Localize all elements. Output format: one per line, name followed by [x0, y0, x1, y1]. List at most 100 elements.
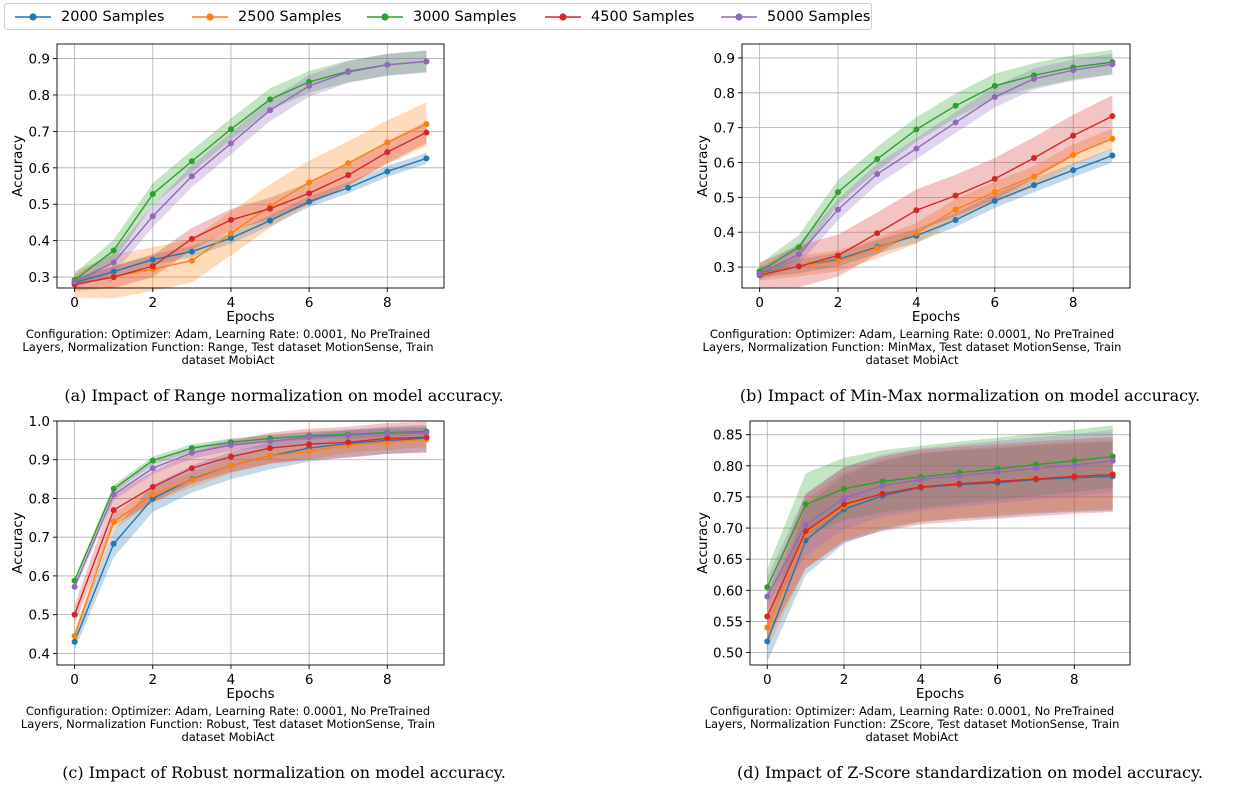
data-point [188, 445, 195, 452]
legend-label: 5000 Samples [767, 9, 871, 25]
data-point [879, 490, 886, 497]
data-point [71, 278, 78, 285]
y-tick-label: 0.9 [29, 52, 50, 68]
y-tick-label: 0.80 [713, 459, 743, 475]
data-point [227, 140, 234, 147]
data-point [149, 213, 156, 220]
series-line [73, 431, 427, 588]
x-tick-label: 8 [383, 295, 392, 311]
data-point [1071, 457, 1078, 464]
data-point [841, 485, 848, 492]
series-line [766, 460, 1113, 597]
legend-swatch [15, 13, 51, 21]
data-point [1030, 154, 1037, 161]
figure-caption: (b) Impact of Min-Max normalization on m… [739, 386, 1201, 405]
data-point [423, 129, 430, 136]
x-tick-label: 2 [148, 672, 157, 688]
data-point [952, 217, 959, 224]
configuration-note: Configuration: Optimizer: Adam, Learning… [20, 704, 436, 744]
data-point [802, 521, 809, 528]
data-point [913, 230, 920, 237]
y-tick-label: 0.3 [29, 270, 50, 286]
confidence-band [74, 431, 427, 641]
data-point [188, 449, 195, 456]
y-tick-label: 0.70 [713, 521, 743, 537]
data-point [267, 438, 274, 445]
data-point [764, 593, 771, 600]
data-point [913, 207, 920, 214]
data-point [764, 584, 771, 591]
data-point [835, 189, 842, 196]
data-point [795, 244, 802, 251]
data-point [345, 184, 352, 191]
data-point [956, 480, 963, 487]
data-point [267, 452, 274, 459]
data-point [764, 638, 771, 645]
data-point [879, 478, 886, 485]
legend-swatch [367, 13, 403, 21]
x-tick-label: 4 [917, 672, 926, 688]
x-tick-label: 0 [70, 672, 79, 688]
data-point [874, 156, 881, 163]
y-tick-label: 0.3 [714, 260, 735, 276]
data-point [188, 235, 195, 242]
y-tick-label: 0.75 [713, 490, 743, 506]
series-line [766, 473, 1113, 617]
configuration-note: Configuration: Optimizer: Adam, Learning… [22, 327, 434, 367]
data-point [110, 540, 117, 547]
data-point [913, 126, 920, 133]
confidence-band [74, 121, 427, 291]
data-point [345, 160, 352, 167]
data-point [835, 252, 842, 259]
data-point [227, 230, 234, 237]
y-tick-label: 0.55 [713, 614, 743, 630]
confidence-band [767, 425, 1113, 606]
data-point [874, 244, 881, 251]
data-point [267, 107, 274, 114]
data-point [188, 158, 195, 165]
axes-frame [56, 43, 445, 289]
data-point [71, 638, 78, 645]
data-point [874, 230, 881, 237]
data-point [1109, 135, 1116, 142]
y-tick-label: 0.6 [714, 156, 735, 172]
data-point [149, 465, 156, 472]
data-point [267, 445, 274, 452]
y-tick-label: 1.0 [29, 414, 50, 430]
data-point [423, 434, 430, 441]
data-point [384, 168, 391, 175]
data-point [384, 149, 391, 156]
data-point [384, 139, 391, 146]
axes-frame [56, 420, 445, 666]
data-point [1109, 61, 1116, 68]
y-tick-label: 0.6 [29, 161, 50, 177]
data-point [149, 191, 156, 198]
legend: 2000 Samples 2500 Samples 3000 Samples 4500… [4, 3, 872, 30]
confidence-band [767, 442, 1113, 662]
x-tick-label: 4 [227, 672, 236, 688]
data-point [1032, 465, 1039, 472]
data-point [149, 491, 156, 498]
data-point [149, 263, 156, 270]
x-tick-label: 8 [1070, 672, 1079, 688]
data-point [110, 518, 117, 525]
data-point [1030, 173, 1037, 180]
confidence-band [74, 50, 427, 287]
data-point [841, 501, 848, 508]
data-point [1109, 152, 1116, 159]
y-tick-label: 0.60 [713, 583, 743, 599]
series-line [73, 430, 427, 581]
data-point [423, 121, 430, 128]
series-line [759, 115, 1113, 276]
data-point [795, 263, 802, 270]
data-point [1071, 462, 1078, 469]
data-point [835, 257, 842, 264]
data-point [188, 257, 195, 264]
data-point [227, 453, 234, 460]
data-point [764, 624, 771, 631]
data-point [267, 217, 274, 224]
data-point [913, 145, 920, 152]
